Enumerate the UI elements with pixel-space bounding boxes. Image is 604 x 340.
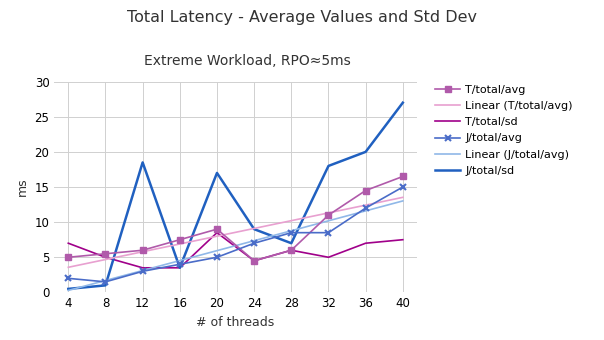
T/total/avg xyxy=(102,252,109,256)
Line: T/total/sd: T/total/sd xyxy=(68,233,403,268)
T/total/sd xyxy=(139,266,146,270)
J/total/avg xyxy=(288,231,295,235)
T/total/avg xyxy=(325,213,332,217)
T/total/avg xyxy=(251,259,258,263)
T/total/avg xyxy=(288,248,295,252)
T/total/avg xyxy=(362,188,369,192)
Linear (J/total/avg) xyxy=(325,219,332,223)
T/total/avg xyxy=(139,248,146,252)
J/total/sd xyxy=(362,150,369,154)
J/total/avg xyxy=(251,241,258,245)
T/total/sd xyxy=(65,241,72,245)
T/total/sd xyxy=(176,266,184,270)
Linear (J/total/avg) xyxy=(362,209,369,213)
Linear (J/total/avg) xyxy=(176,258,184,262)
Line: J/total/sd: J/total/sd xyxy=(68,103,403,289)
Line: J/total/avg: J/total/avg xyxy=(65,184,406,285)
J/total/sd xyxy=(139,160,146,165)
Linear (T/total/avg) xyxy=(288,219,295,223)
T/total/sd xyxy=(325,255,332,259)
J/total/avg xyxy=(362,206,369,210)
J/total/avg xyxy=(213,255,220,259)
Line: T/total/avg: T/total/avg xyxy=(65,174,406,264)
Linear (T/total/avg) xyxy=(399,195,406,199)
Linear (T/total/avg) xyxy=(102,257,109,261)
Linear (T/total/avg) xyxy=(325,211,332,215)
Linear (T/total/avg) xyxy=(65,265,72,269)
Linear (T/total/avg) xyxy=(251,226,258,231)
T/total/sd xyxy=(251,259,258,263)
T/total/sd xyxy=(399,238,406,242)
J/total/sd xyxy=(288,241,295,245)
J/total/avg xyxy=(399,185,406,189)
J/total/sd xyxy=(399,101,406,105)
J/total/avg xyxy=(176,262,184,266)
Linear (J/total/avg) xyxy=(139,269,146,273)
Text: Total Latency - Average Values and Std Dev: Total Latency - Average Values and Std D… xyxy=(127,10,477,25)
Linear (J/total/avg) xyxy=(399,199,406,203)
J/total/sd xyxy=(65,287,72,291)
T/total/avg xyxy=(213,227,220,231)
Linear (J/total/avg) xyxy=(102,278,109,283)
J/total/avg xyxy=(325,231,332,235)
T/total/sd xyxy=(213,231,220,235)
Linear (T/total/avg) xyxy=(176,242,184,246)
Linear (T/total/avg) xyxy=(213,234,220,238)
T/total/sd xyxy=(102,255,109,259)
Linear (J/total/avg) xyxy=(65,288,72,292)
Line: Linear (T/total/avg): Linear (T/total/avg) xyxy=(68,197,403,267)
Linear (J/total/avg) xyxy=(288,229,295,233)
Linear (J/total/avg) xyxy=(213,249,220,253)
Y-axis label: ms: ms xyxy=(16,178,29,196)
J/total/avg xyxy=(139,269,146,273)
J/total/sd xyxy=(176,266,184,270)
J/total/avg xyxy=(65,276,72,280)
Linear (J/total/avg) xyxy=(251,239,258,243)
T/total/sd xyxy=(288,248,295,252)
Line: Linear (J/total/avg): Linear (J/total/avg) xyxy=(68,201,403,290)
J/total/sd xyxy=(213,171,220,175)
T/total/sd xyxy=(362,241,369,245)
J/total/sd xyxy=(251,227,258,231)
J/total/avg xyxy=(102,280,109,284)
T/total/avg xyxy=(65,255,72,259)
T/total/avg xyxy=(399,174,406,179)
Legend: T/total/avg, Linear (T/total/avg), T/total/sd, J/total/avg, Linear (J/total/avg): T/total/avg, Linear (T/total/avg), T/tot… xyxy=(433,83,575,178)
J/total/sd xyxy=(102,283,109,287)
Linear (T/total/avg) xyxy=(139,250,146,254)
T/total/avg xyxy=(176,238,184,242)
Text: Extreme Workload, RPO≈5ms: Extreme Workload, RPO≈5ms xyxy=(144,54,351,68)
J/total/sd xyxy=(325,164,332,168)
X-axis label: # of threads: # of threads xyxy=(196,316,275,329)
Linear (T/total/avg) xyxy=(362,203,369,207)
